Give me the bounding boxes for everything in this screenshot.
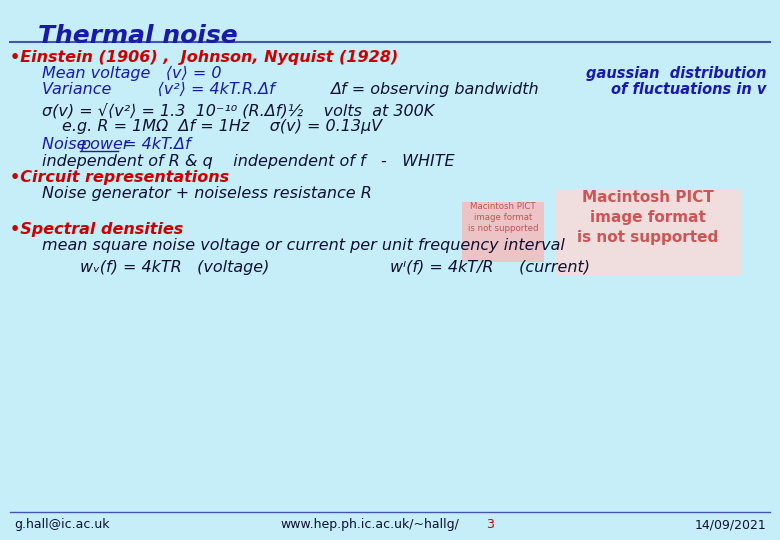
Text: e.g. R = 1MΩ  Δf = 1Hz    σ(v) = 0.13μV: e.g. R = 1MΩ Δf = 1Hz σ(v) = 0.13μV bbox=[62, 119, 382, 134]
Text: power: power bbox=[80, 137, 129, 152]
Text: 3: 3 bbox=[486, 518, 494, 531]
Text: Macintosh PICT
image format
is not supported: Macintosh PICT image format is not suppo… bbox=[577, 190, 718, 245]
Text: •Einstein (1906) ,  Johnson, Nyquist (1928): •Einstein (1906) , Johnson, Nyquist (192… bbox=[10, 50, 399, 65]
Text: •Spectral densities: •Spectral densities bbox=[10, 222, 183, 237]
FancyBboxPatch shape bbox=[462, 202, 544, 262]
Text: Thermal noise: Thermal noise bbox=[38, 24, 238, 48]
Text: mean square noise voltage or current per unit fre​quency interval: mean square noise voltage or current per… bbox=[42, 238, 565, 253]
Text: Mean voltage   ⟨v⟩ = 0: Mean voltage ⟨v⟩ = 0 bbox=[42, 66, 222, 81]
Text: = 4kT.Δf: = 4kT.Δf bbox=[118, 137, 190, 152]
Text: g.hall@ic.ac.uk: g.hall@ic.ac.uk bbox=[14, 518, 109, 531]
Text: Variance         ⟨v²⟩ = 4kT.R.Δf: Variance ⟨v²⟩ = 4kT.R.Δf bbox=[42, 82, 275, 97]
Text: independent of R & q    independent of f   -   WHITE: independent of R & q independent of f - … bbox=[42, 154, 455, 169]
Text: Macintosh PICT
image format
is not supported: Macintosh PICT image format is not suppo… bbox=[468, 202, 538, 233]
Text: Noise generator + noiseless resistance R: Noise generator + noiseless resistance R bbox=[42, 186, 372, 201]
Text: gaussian  distribution: gaussian distribution bbox=[586, 66, 766, 81]
Text: www.hep.ph.ic.ac.uk/~hallg/: www.hep.ph.ic.ac.uk/~hallg/ bbox=[280, 518, 459, 531]
FancyBboxPatch shape bbox=[556, 190, 741, 275]
Text: wᴵ(f) = 4kT/R     (current): wᴵ(f) = 4kT/R (current) bbox=[390, 260, 590, 275]
Text: 14/09/2021: 14/09/2021 bbox=[694, 518, 766, 531]
Text: of fluctuations in v: of fluctuations in v bbox=[611, 82, 766, 97]
Text: Noise: Noise bbox=[42, 137, 91, 152]
Text: Δf = observing bandwidth: Δf = observing bandwidth bbox=[330, 82, 539, 97]
Text: wᵥ(f) = 4kTR   (voltage): wᵥ(f) = 4kTR (voltage) bbox=[80, 260, 269, 275]
Text: •Circuit representations: •Circuit representations bbox=[10, 170, 229, 185]
Text: σ(v) = √⟨v²⟩ = 1.3  10⁻¹⁰ (R.Δf)½    volts  at 300K: σ(v) = √⟨v²⟩ = 1.3 10⁻¹⁰ (R.Δf)½ volts a… bbox=[42, 103, 434, 118]
